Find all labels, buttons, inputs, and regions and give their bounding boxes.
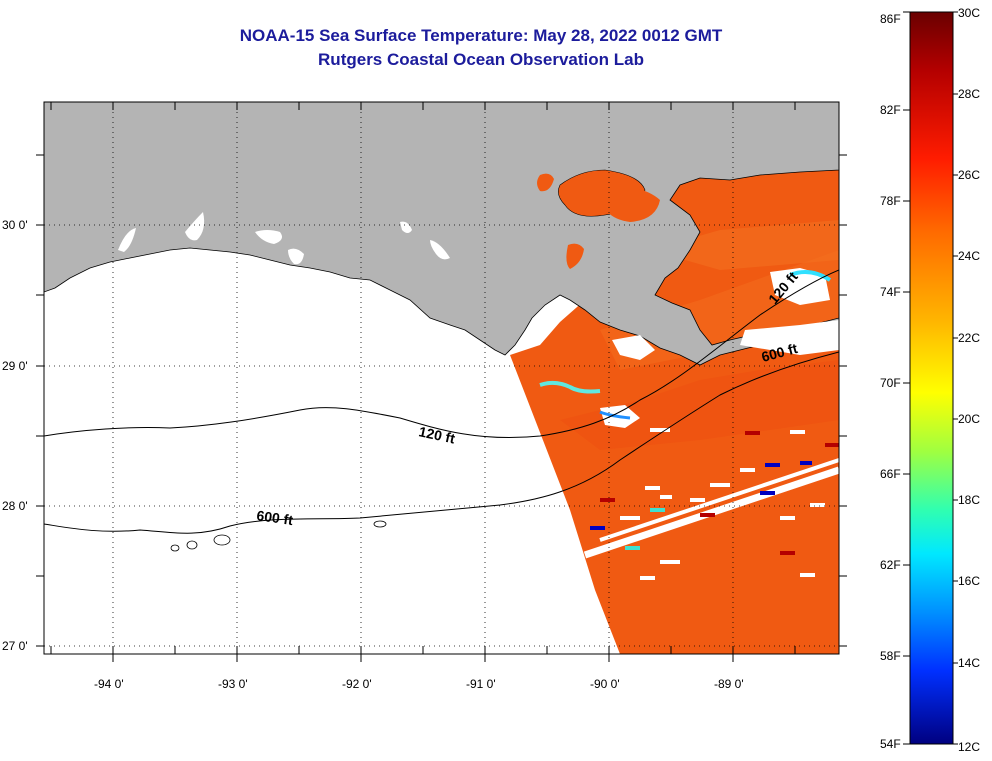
land-mass <box>44 102 839 366</box>
lon-label: -89 0' <box>714 677 744 691</box>
colorbar-label-f: 70F <box>880 376 901 390</box>
lat-label: 27 0' <box>2 639 28 653</box>
map-subtitle: Rutgers Coastal Ocean Observation Lab <box>318 50 644 69</box>
colorbar-label-f: 62F <box>880 558 901 572</box>
colorbar-label-c: 24C <box>958 249 981 263</box>
colorbar-label-f: 54F <box>880 737 901 751</box>
contour-120ft <box>44 269 839 439</box>
colorbar-label-f: 74F <box>880 285 901 299</box>
colorbar-label-f: 86F <box>880 12 901 26</box>
colorbar-label-c: 30C <box>958 6 981 20</box>
colorbar-label-c: 16C <box>958 574 981 588</box>
contour-label-120-west: 120 ft <box>417 423 456 446</box>
colorbar <box>909 11 954 745</box>
lon-label: -93 0' <box>218 677 248 691</box>
contour-label-600-west: 600 ft <box>256 507 295 528</box>
colorbar-label-c: 26C <box>958 168 981 182</box>
colorbar-label-c: 14C <box>958 656 981 670</box>
lon-label: -91 0' <box>466 677 496 691</box>
lon-label: -92 0' <box>342 677 372 691</box>
map-title: NOAA-15 Sea Surface Temperature: May 28,… <box>239 26 723 45</box>
colorbar-label-f: 78F <box>880 194 901 208</box>
contour-600ft <box>44 351 839 534</box>
colorbar-label-f: 66F <box>880 467 901 481</box>
lat-label: 29 0' <box>2 359 28 373</box>
colorbar-label-c: 28C <box>958 87 981 101</box>
colorbar-label-c: 22C <box>958 331 981 345</box>
lat-label: 30 0' <box>2 218 28 232</box>
colorbar-label-c: 20C <box>958 412 981 426</box>
colorbar-label-f: 58F <box>880 649 901 663</box>
lat-label: 28 0' <box>2 499 28 513</box>
colorbar-label-c: 18C <box>958 493 981 507</box>
colorbar-label-f: 82F <box>880 103 901 117</box>
colorbar-label-c: 12C <box>958 740 981 754</box>
lon-label: -94 0' <box>94 677 124 691</box>
lon-label: -90 0' <box>590 677 620 691</box>
